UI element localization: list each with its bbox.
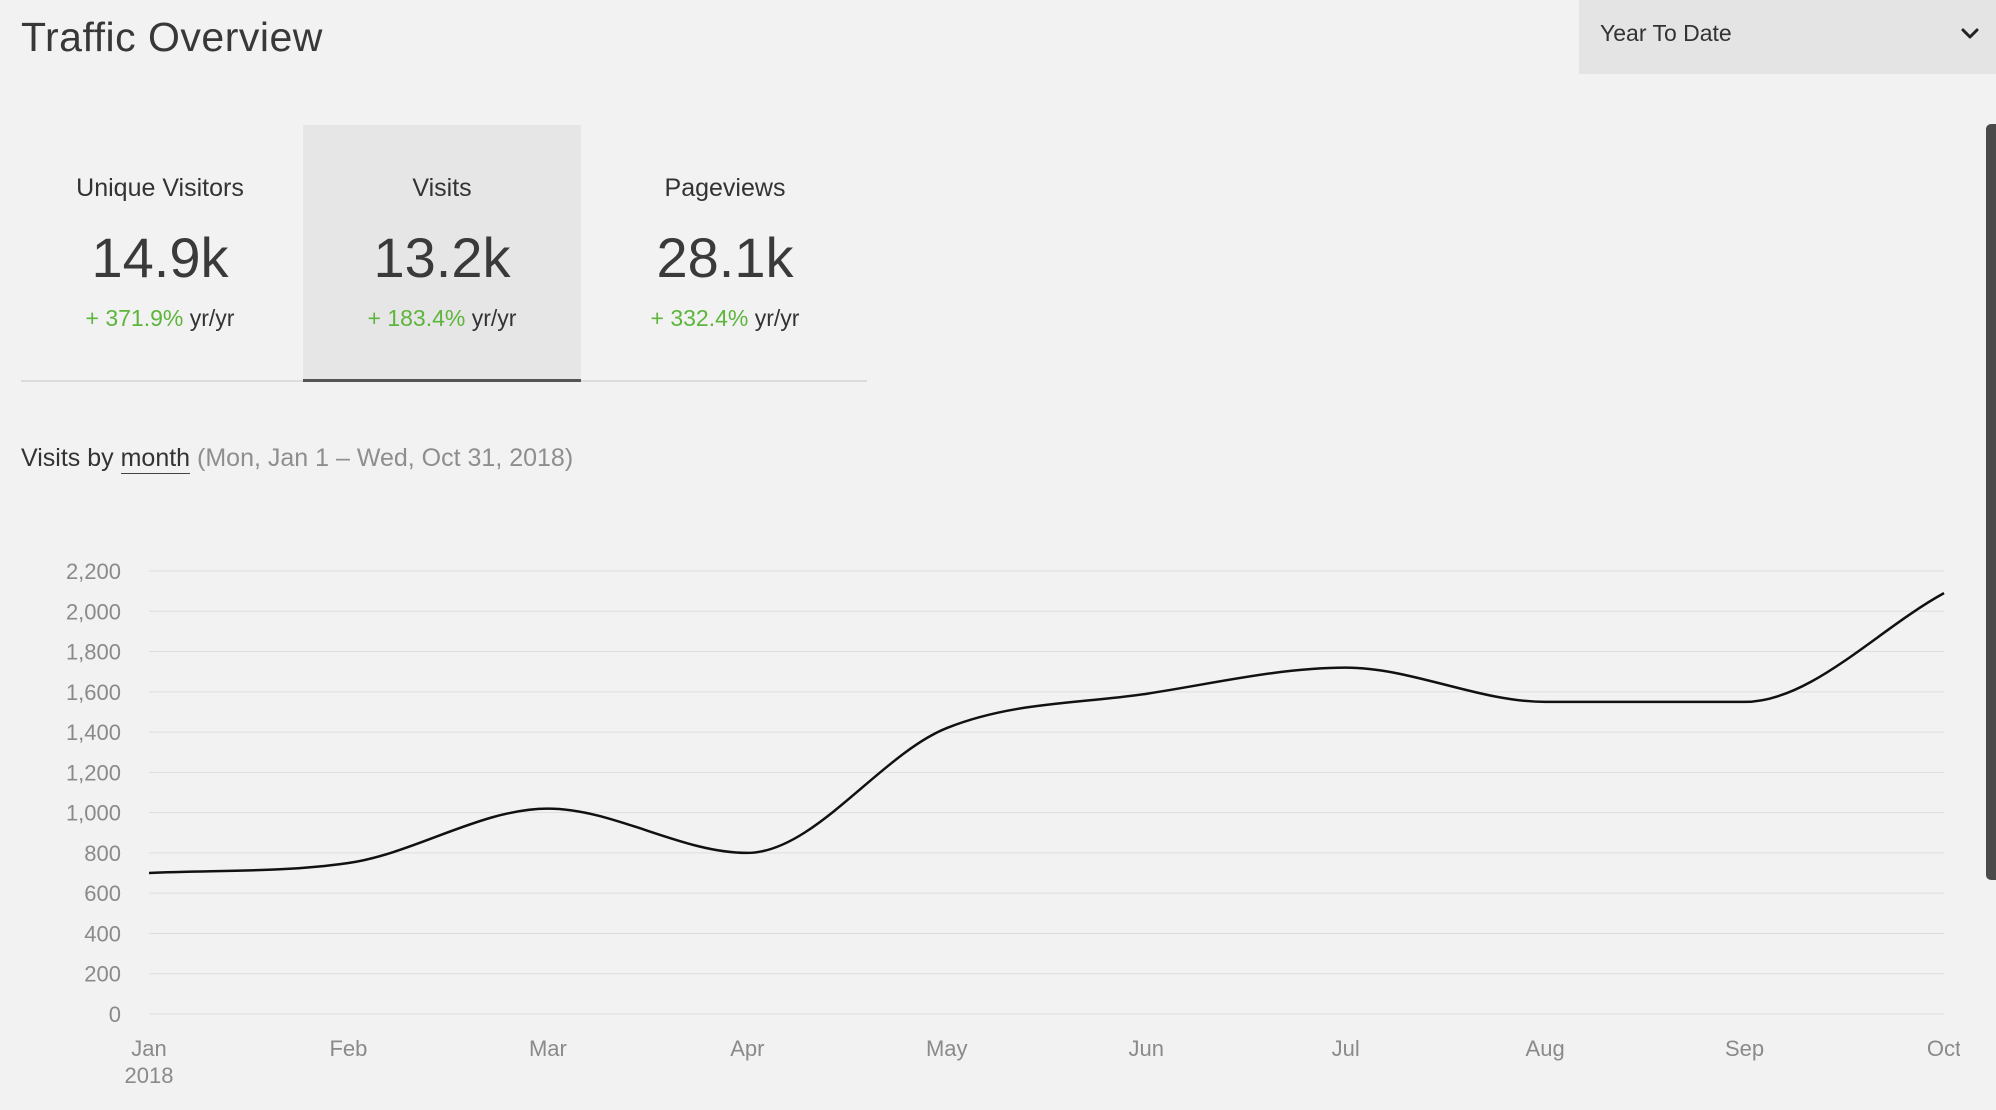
date-range-select[interactable]: Year To Date: [1579, 0, 1996, 74]
stat-change-percent: + 371.9%: [85, 305, 184, 331]
tab-unique-visitors[interactable]: Unique Visitors 14.9k + 371.9% yr/yr: [21, 125, 299, 380]
stats-tabs: Unique Visitors 14.9k + 371.9% yr/yr Vis…: [21, 125, 867, 382]
y-tick-label: 0: [109, 1002, 121, 1027]
x-tick-label: Feb: [329, 1036, 367, 1061]
chart-heading: Visits by month (Mon, Jan 1 – Wed, Oct 3…: [21, 444, 574, 474]
stat-change-percent: + 183.4%: [367, 305, 466, 331]
y-tick-label: 800: [84, 841, 121, 866]
data-point: [945, 726, 949, 730]
y-tick-label: 2,200: [66, 559, 121, 584]
stat-label: Visits: [412, 174, 472, 202]
interval-dropdown[interactable]: month: [120, 444, 191, 474]
data-point: [546, 807, 550, 811]
y-tick-label: 600: [84, 881, 121, 906]
y-tick-label: 1,400: [66, 720, 121, 745]
x-tick-label: Mar: [529, 1036, 567, 1061]
x-tick-year-label: 2018: [125, 1063, 174, 1088]
stat-change-percent: + 332.4%: [650, 305, 749, 331]
chevron-down-icon: [1961, 28, 1979, 39]
y-tick-label: 2,000: [66, 599, 121, 624]
x-tick-label: Sep: [1725, 1036, 1764, 1061]
y-tick-label: 1,600: [66, 680, 121, 705]
chart-heading-prefix: Visits by: [21, 444, 114, 472]
x-tick-label: Oct: [1927, 1036, 1960, 1061]
visits-line-chart: 0 200 400 600 800 1,000 1,200 1,400 1,600 1,800 2,…: [66, 559, 1960, 1088]
x-tick-label: Apr: [730, 1036, 764, 1061]
x-tick-label: Jun: [1128, 1036, 1163, 1061]
tab-visits[interactable]: Visits 13.2k + 183.4% yr/yr: [303, 125, 581, 382]
stat-label: Pageviews: [664, 174, 786, 202]
data-point: [1942, 591, 1946, 595]
data-point: [1144, 692, 1148, 696]
y-tick-label: 1,000: [66, 801, 121, 826]
y-tick-label: 1,800: [66, 640, 121, 665]
stat-change: + 371.9% yr/yr: [21, 305, 299, 332]
stat-change: + 183.4% yr/yr: [303, 305, 581, 332]
stat-label: Unique Visitors: [76, 174, 244, 202]
stat-change: + 332.4% yr/yr: [586, 305, 864, 332]
x-tick-label: Jan: [131, 1036, 166, 1061]
tab-pageviews[interactable]: Pageviews 28.1k + 332.4% yr/yr: [586, 125, 864, 380]
y-tick-label: 200: [84, 962, 121, 987]
stat-value: 28.1k: [656, 226, 794, 289]
stat-change-suffix: yr/yr: [754, 305, 800, 331]
scrollbar[interactable]: [1986, 124, 1996, 880]
y-tick-label: 400: [84, 921, 121, 946]
stat-change-suffix: yr/yr: [471, 305, 517, 331]
data-point: [1543, 700, 1547, 704]
x-tick-label: Jul: [1332, 1036, 1360, 1061]
x-tick-label: May: [926, 1036, 968, 1061]
y-tick-label: 1,200: [66, 760, 121, 785]
data-point: [1743, 700, 1747, 704]
stat-change-suffix: yr/yr: [189, 305, 235, 331]
data-point: [147, 871, 151, 875]
series-line: [148, 592, 1945, 875]
data-point: [1344, 666, 1348, 670]
stat-value: 13.2k: [373, 226, 511, 289]
data-point: [346, 861, 350, 865]
chart-date-range: (Mon, Jan 1 – Wed, Oct 31, 2018): [197, 444, 574, 472]
data-point: [745, 851, 749, 855]
x-tick-label: Aug: [1526, 1036, 1565, 1061]
date-range-value: Year To Date: [1600, 19, 1732, 46]
page-title: Traffic Overview: [21, 14, 323, 60]
stat-value: 14.9k: [91, 226, 229, 289]
